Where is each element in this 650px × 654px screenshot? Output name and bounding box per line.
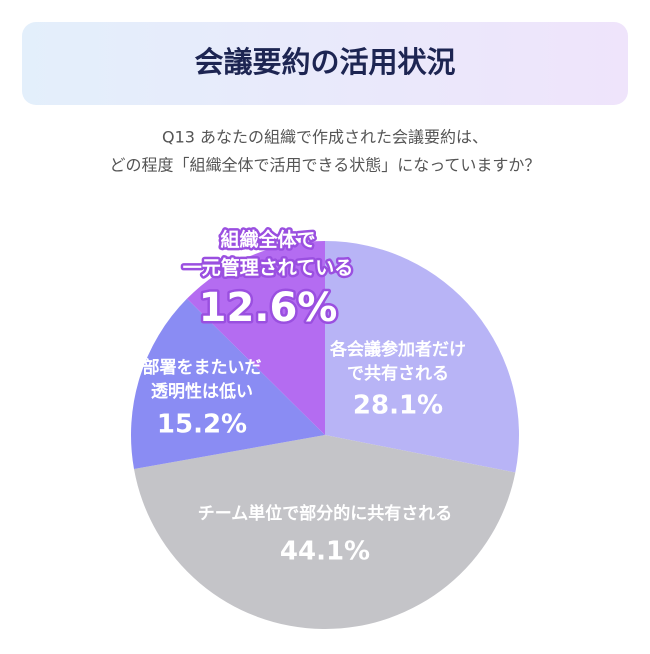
pie (131, 241, 519, 629)
pie-slice (325, 241, 519, 473)
value-label: 15.2% (157, 410, 247, 440)
pie-slice (186, 241, 325, 435)
pie-slice (131, 298, 325, 469)
value-label: 12.6% (199, 285, 338, 331)
slice-label: チーム単位で部分的に共有される (198, 503, 453, 524)
slice-label: 組織全体で一元管理されている (183, 228, 353, 279)
chart-title: 会議要約の活用状況 (194, 45, 455, 79)
slice-label: 各会議参加者だけで共有される (329, 339, 466, 384)
pie-labels: 各会議参加者だけで共有される 28.1% チーム単位で部分的に共有される 44.1% 部… (143, 225, 467, 567)
header-box (22, 22, 628, 105)
question-line: Q13 あなたの組織で作成された会議要約は、 (162, 128, 488, 147)
value-label: 28.1% (353, 391, 443, 421)
question-line: どの程度「組織全体で活用できる状態」になっていますか？ (110, 156, 541, 175)
value-label: 44.1% (280, 537, 370, 567)
slice-label: 部署をまたいだ透明性は低い (143, 357, 262, 402)
pie-slice (133, 435, 516, 629)
